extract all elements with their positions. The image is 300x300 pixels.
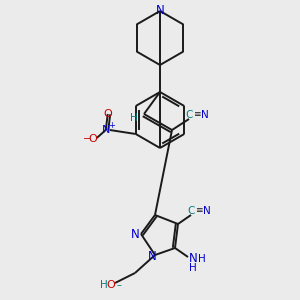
Text: –: – <box>117 280 122 290</box>
Text: C: C <box>185 110 193 120</box>
Text: N: N <box>102 125 110 135</box>
Text: N: N <box>189 251 197 265</box>
Text: N: N <box>201 110 209 120</box>
Text: H: H <box>100 280 108 290</box>
Text: H: H <box>130 113 138 123</box>
Text: O: O <box>88 134 97 144</box>
Text: N: N <box>130 227 140 241</box>
Text: H: H <box>198 254 206 264</box>
Text: N: N <box>203 206 211 216</box>
Text: ≡: ≡ <box>195 206 203 215</box>
Text: −: − <box>83 134 91 144</box>
Text: N: N <box>148 250 156 262</box>
Text: ≡: ≡ <box>193 110 201 119</box>
Text: N: N <box>156 4 164 17</box>
Text: +: + <box>108 121 115 130</box>
Text: H: H <box>189 263 197 273</box>
Text: O: O <box>106 280 116 290</box>
Text: C: C <box>187 206 195 216</box>
Text: O: O <box>103 109 112 119</box>
